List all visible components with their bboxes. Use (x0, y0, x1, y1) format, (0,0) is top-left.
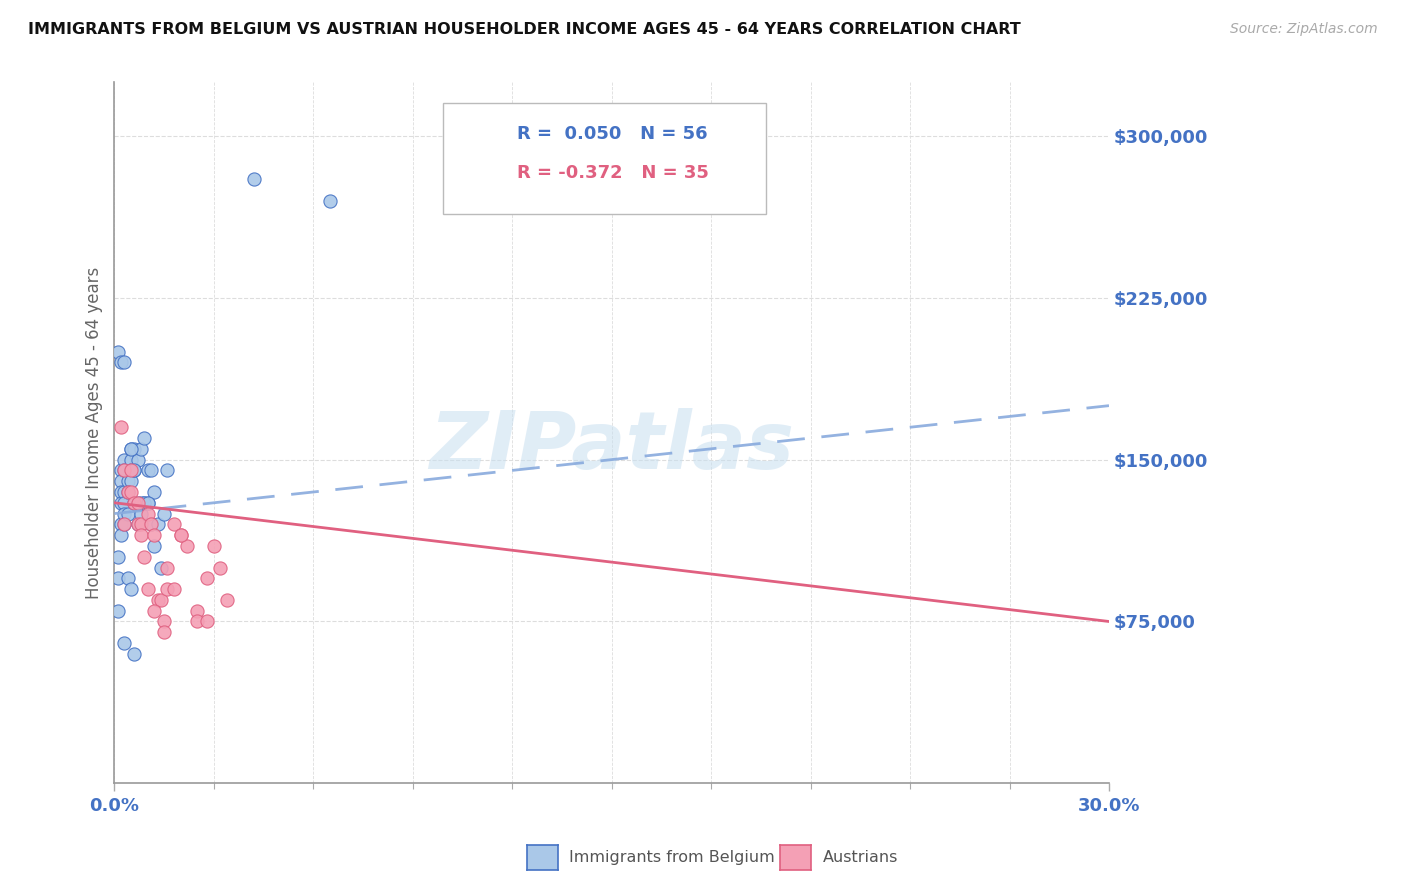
Point (129, 442, 152, 456)
Point (186, 604, 208, 618)
Point (112, 517, 135, 532)
Point (117, 485, 139, 500)
Point (110, 517, 132, 532)
Point (134, 431, 156, 445)
Point (136, 507, 159, 521)
Point (319, 194, 342, 208)
Point (186, 615, 208, 629)
Point (127, 496, 149, 510)
Point (143, 604, 166, 618)
Point (124, 463, 146, 477)
Point (156, 582, 179, 596)
Point (149, 560, 172, 574)
Text: IMMIGRANTS FROM BELGIUM VS AUSTRIAN HOUSEHOLDER INCOME AGES 45 - 64 YEARS CORREL: IMMIGRANTS FROM BELGIUM VS AUSTRIAN HOUS… (28, 22, 1021, 37)
Point (120, 442, 142, 456)
Point (242, 172, 264, 186)
Point (136, 496, 159, 510)
Point (120, 452, 142, 467)
Point (120, 582, 142, 596)
Y-axis label: Householder Income Ages 45 - 64 years: Householder Income Ages 45 - 64 years (86, 267, 103, 599)
Point (163, 517, 186, 532)
Point (127, 517, 149, 532)
Point (110, 485, 132, 500)
Point (129, 517, 152, 532)
Point (195, 571, 218, 585)
Point (134, 549, 156, 564)
Point (139, 517, 162, 532)
Point (112, 507, 135, 521)
Point (195, 615, 218, 629)
Point (120, 485, 142, 500)
Point (170, 528, 193, 542)
Point (143, 539, 166, 553)
Point (107, 604, 129, 618)
Point (143, 528, 166, 542)
Point (153, 507, 176, 521)
Point (153, 615, 176, 629)
Point (110, 496, 132, 510)
Point (112, 636, 135, 650)
Point (110, 355, 132, 369)
Point (117, 571, 139, 585)
Point (117, 474, 139, 488)
Point (139, 463, 162, 477)
Point (110, 420, 132, 434)
Point (117, 485, 139, 500)
Text: Austrians: Austrians (823, 850, 898, 864)
Point (176, 539, 198, 553)
Point (127, 496, 149, 510)
Point (110, 528, 132, 542)
Text: R =  0.050   N = 56: R = 0.050 N = 56 (517, 125, 709, 143)
Point (112, 463, 135, 477)
Point (129, 496, 152, 510)
Point (129, 507, 152, 521)
Point (120, 463, 142, 477)
Point (202, 539, 225, 553)
Point (112, 355, 135, 369)
Point (136, 496, 159, 510)
Text: Source: ZipAtlas.com: Source: ZipAtlas.com (1230, 22, 1378, 37)
Point (107, 549, 129, 564)
Text: ZIPatlas: ZIPatlas (429, 408, 794, 485)
Point (124, 647, 146, 661)
Point (146, 593, 169, 607)
Point (112, 463, 135, 477)
Point (107, 571, 129, 585)
Point (217, 593, 239, 607)
Point (124, 442, 146, 456)
Point (120, 474, 142, 488)
Point (139, 517, 162, 532)
Point (120, 463, 142, 477)
Point (134, 496, 156, 510)
Point (120, 442, 142, 456)
Point (112, 485, 135, 500)
Point (143, 485, 166, 500)
Point (149, 593, 172, 607)
Point (156, 560, 179, 574)
Text: Immigrants from Belgium: Immigrants from Belgium (569, 850, 775, 864)
Point (124, 463, 146, 477)
Point (110, 474, 132, 488)
Point (134, 496, 156, 510)
Text: R = -0.372   N = 35: R = -0.372 N = 35 (517, 164, 709, 182)
Point (117, 507, 139, 521)
Point (129, 528, 152, 542)
Point (124, 496, 146, 510)
Point (127, 452, 149, 467)
Point (107, 344, 129, 359)
Point (124, 496, 146, 510)
Point (110, 463, 132, 477)
Point (112, 496, 135, 510)
Point (156, 463, 179, 477)
Point (170, 528, 193, 542)
Point (136, 463, 159, 477)
Point (136, 582, 159, 596)
Point (153, 625, 176, 640)
Point (163, 582, 186, 596)
Point (146, 517, 169, 532)
Point (112, 452, 135, 467)
Point (209, 560, 232, 574)
Point (127, 517, 149, 532)
Point (112, 517, 135, 532)
